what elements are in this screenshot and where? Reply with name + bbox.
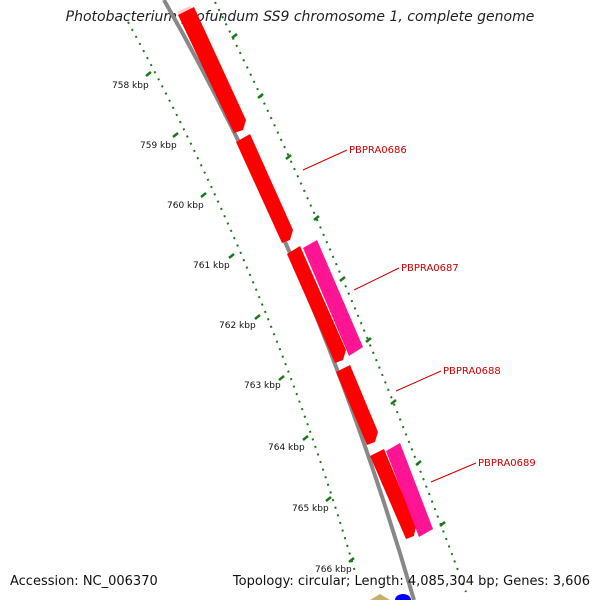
gene-arrow-4 <box>336 365 378 445</box>
gene-label-pbpra0686: PBPRA0686 <box>349 145 407 156</box>
scale-label-763: 763 kbp <box>244 381 281 391</box>
gene-label-pbpra0688: PBPRA0688 <box>443 366 501 377</box>
outer-major-ticks <box>231 33 446 527</box>
inner-scale-dotted-arc <box>127 21 357 576</box>
scale-label-761: 761 kbp <box>193 261 230 271</box>
scale-label-758: 758 kbp <box>112 81 149 91</box>
scale-label-764: 764 kbp <box>268 443 305 453</box>
chromosome-backbone <box>162 0 416 600</box>
gene-arrow-3 <box>287 246 346 363</box>
gene-features <box>178 7 433 539</box>
scale-labels: 758 kbp 759 kbp 760 kbp 761 kbp 762 kbp … <box>112 81 352 575</box>
tan-feature <box>370 594 390 600</box>
gene-labels: PBPRA0686 PBPRA0687 PBPRA0688 PBPRA0689 <box>349 145 536 469</box>
scale-label-766: 766 kbp <box>315 565 352 575</box>
gene-label-pbpra0687: PBPRA0687 <box>401 263 459 274</box>
label-connectors <box>302 149 477 483</box>
gene-arrow-2 <box>236 134 293 243</box>
gene-arrow-5 <box>370 449 416 539</box>
scale-label-762: 762 kbp <box>219 321 256 331</box>
scale-label-759: 759 kbp <box>140 141 177 151</box>
scale-label-760: 760 kbp <box>167 201 204 211</box>
bottom-partial-features <box>370 594 411 600</box>
gene-pink-2 <box>386 443 433 537</box>
outer-dotted-arc <box>214 1 467 593</box>
gene-label-pbpra0689: PBPRA0689 <box>478 458 536 469</box>
gene-arrow-1 <box>178 7 246 133</box>
genome-summary-text: Topology: circular; Length: 4,085,304 bp… <box>232 574 590 589</box>
blue-feature <box>395 594 411 600</box>
inner-major-ticks <box>145 71 355 563</box>
accession-text: Accession: NC_006370 <box>10 574 158 589</box>
gene-pink-1 <box>303 240 363 356</box>
scale-label-765: 765 kbp <box>292 504 329 514</box>
